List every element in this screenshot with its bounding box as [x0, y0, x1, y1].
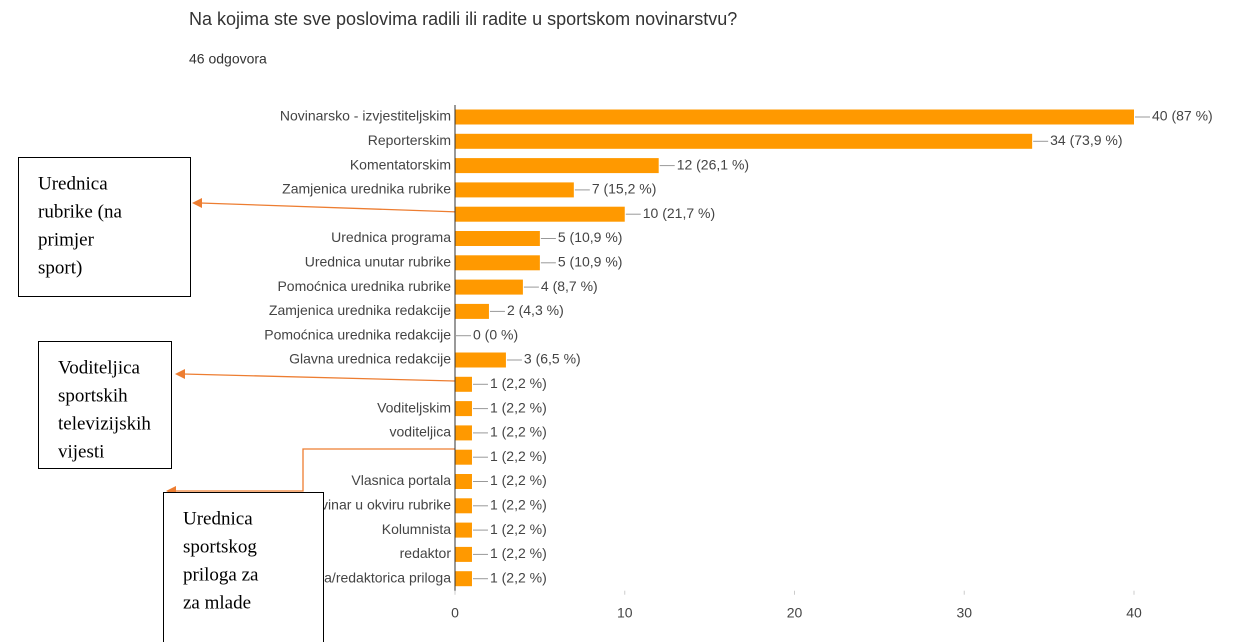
data-label: 1 (2,2 %)	[490, 497, 547, 513]
arrow	[174, 448, 455, 492]
bar	[455, 231, 540, 246]
y-tick-label: Pomoćnica urednika rubrike	[277, 278, 451, 294]
data-label: 10 (21,7 %)	[643, 205, 715, 221]
bar	[455, 376, 472, 392]
annotation-text: Voditeljica	[58, 357, 141, 378]
bar	[455, 158, 659, 174]
bar	[455, 255, 540, 271]
data-label: 3 (6,5 %)	[524, 351, 581, 367]
data-label: 1 (2,2 %)	[490, 472, 547, 488]
data-label: 40 (87 %)	[1152, 108, 1213, 124]
data-label: 12 (26,1 %)	[677, 156, 749, 172]
y-tick-label: Komentatorskim	[350, 156, 451, 172]
annotation-text: vijesti	[58, 441, 104, 462]
annotation-text: za mlade	[183, 592, 251, 613]
data-label: 0 (0 %)	[473, 326, 518, 342]
data-label: 1 (2,2 %)	[490, 448, 547, 464]
bar	[455, 474, 472, 489]
annotation-text: sportskih	[58, 385, 128, 406]
x-tick-label: 30	[956, 605, 972, 621]
annotation-box	[163, 492, 324, 642]
chart-title: Na kojima ste sve poslovima radili ili r…	[189, 9, 737, 29]
y-tick-label: Urednica unutar rubrike	[305, 254, 452, 270]
y-tick-label: redaktor	[400, 545, 452, 561]
annotation-text: primjer	[38, 229, 95, 250]
bar	[455, 206, 625, 222]
bar	[455, 498, 472, 514]
bar	[455, 571, 472, 587]
data-label: 2 (4,3 %)	[507, 302, 564, 318]
annotation-text: priloga za	[183, 564, 259, 585]
bar	[455, 425, 472, 441]
bar	[455, 352, 506, 368]
data-label: 4 (8,7 %)	[541, 278, 598, 294]
y-tick-label: Novinar u okviru rubrike	[303, 497, 451, 513]
bar	[455, 109, 1134, 125]
data-label: 1 (2,2 %)	[490, 569, 547, 585]
annotation-arrows	[174, 202, 489, 492]
annotation-text: sport)	[38, 257, 82, 278]
annotation-text: sportskog	[183, 536, 257, 557]
arrow	[182, 373, 456, 382]
y-tick-label: Zamjenica urednika redakcije	[269, 302, 451, 318]
data-label: 1 (2,2 %)	[490, 521, 547, 537]
data-label: 7 (15,2 %)	[592, 181, 657, 197]
y-tick-label: Urednica programa	[331, 229, 451, 245]
y-tick-label: Kolumnista	[382, 521, 451, 537]
y-tick-label: voditeljica	[390, 424, 452, 440]
y-tick-label: Pomoćnica urednika redakcije	[264, 326, 451, 342]
arrow-head	[175, 369, 185, 379]
bar	[455, 449, 472, 465]
x-tick-label: 40	[1126, 605, 1142, 621]
data-label: 1 (2,2 %)	[490, 424, 547, 440]
y-tick-label: Glavna urednica redakcije	[289, 351, 451, 367]
bar	[455, 546, 472, 562]
data-label: 5 (10,9 %)	[558, 254, 623, 270]
bar	[455, 303, 489, 319]
arrow	[199, 202, 489, 214]
annotation-text: rubrike (na	[38, 201, 122, 222]
bar	[455, 279, 523, 295]
annotation-text: Urednica	[38, 173, 108, 194]
annotation-text: Urednica	[183, 508, 253, 529]
bar	[455, 133, 1033, 149]
y-tick-label: Zamjenica urednika rubrike	[282, 181, 451, 197]
x-tick-label: 10	[617, 605, 633, 621]
annotation-box	[38, 341, 172, 469]
y-tick-label: Vlasnica portala	[351, 472, 451, 488]
annotation-text: televizijskih	[58, 413, 151, 434]
data-label: 5 (10,9 %)	[558, 229, 623, 245]
x-tick-label: 20	[787, 605, 803, 621]
y-tick-label: Voditeljskim	[377, 399, 451, 415]
data-label: 1 (2,2 %)	[490, 399, 547, 415]
data-label: 1 (2,2 %)	[490, 375, 547, 391]
bar	[455, 182, 574, 198]
data-label: 1 (2,2 %)	[490, 545, 547, 561]
arrow-head	[192, 198, 202, 208]
chart-subtitle: 46 odgovora	[189, 51, 267, 67]
y-tick-label: Novinarsko - izvjestiteljskim	[280, 108, 451, 124]
annotation-box	[18, 157, 191, 297]
data-label: 34 (73,9 %)	[1050, 132, 1122, 148]
bar	[455, 522, 472, 538]
x-tick-label: 0	[451, 605, 459, 621]
bar	[455, 401, 472, 417]
y-tick-label: Reporterskim	[368, 132, 451, 148]
